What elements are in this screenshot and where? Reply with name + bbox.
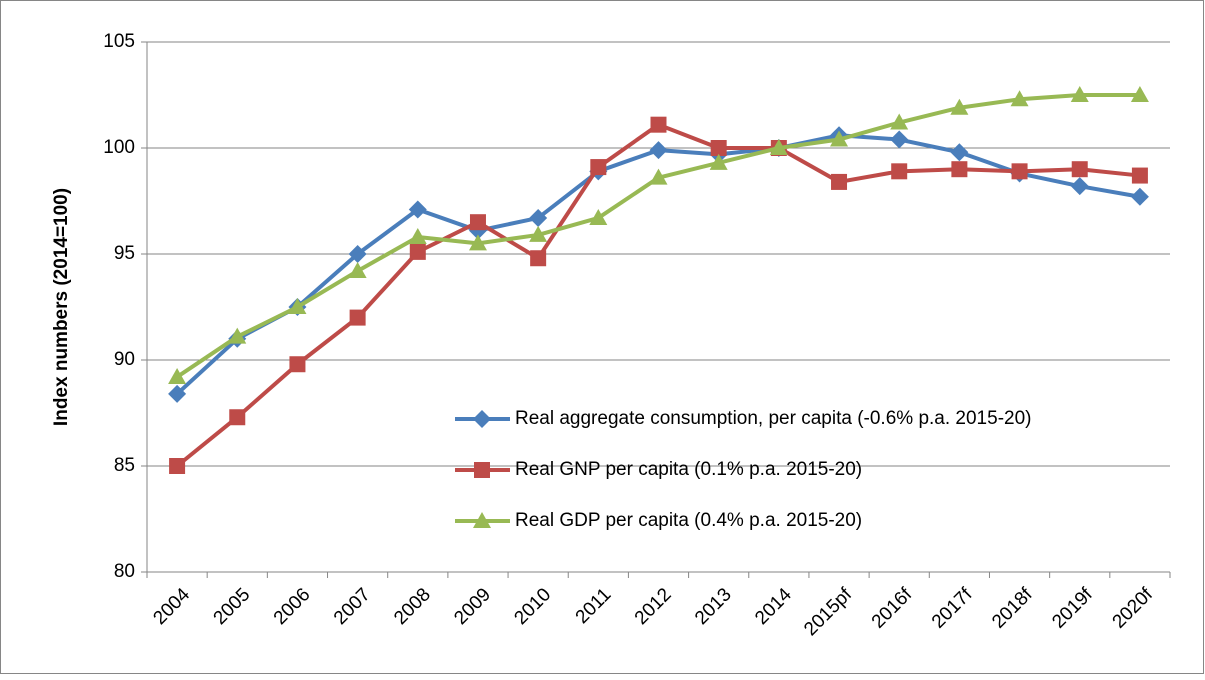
marker: [228, 327, 247, 344]
y-tick-label: 95: [114, 243, 135, 264]
marker: [289, 356, 306, 373]
marker: [890, 113, 909, 130]
marker: [473, 512, 491, 528]
marker: [349, 309, 366, 326]
marker: [530, 250, 547, 267]
marker: [1130, 86, 1149, 102]
marker: [950, 143, 969, 162]
y-tick-label: 100: [103, 137, 135, 158]
marker: [408, 228, 427, 245]
marker: [950, 98, 969, 115]
marker: [474, 462, 490, 478]
marker: [169, 458, 186, 474]
marker: [649, 141, 668, 160]
marker: [891, 163, 908, 180]
y-tick-label: 90: [114, 349, 135, 370]
legend-label: Real GNP per capita (0.1% p.a. 2015-20): [515, 459, 862, 480]
marker: [1131, 167, 1148, 184]
marker: [1010, 90, 1029, 107]
marker: [710, 140, 727, 156]
marker: [469, 214, 486, 231]
legend-label: Real aggregate consumption, per capita (…: [515, 408, 1031, 429]
marker: [590, 159, 607, 176]
marker: [589, 208, 608, 225]
marker: [348, 261, 367, 278]
y-tick-label: 105: [103, 31, 135, 52]
y-axis-label: Index numbers (2014=100): [51, 188, 72, 426]
marker: [831, 173, 848, 190]
marker: [650, 116, 667, 133]
y-tick-label: 85: [114, 455, 135, 476]
marker: [709, 153, 728, 170]
marker: [951, 161, 968, 178]
marker: [168, 384, 187, 403]
marker: [769, 139, 788, 155]
marker: [1070, 86, 1089, 102]
marker: [229, 409, 246, 426]
marker: [649, 168, 668, 185]
marker: [830, 130, 849, 147]
marker: [1071, 161, 1088, 178]
marker: [409, 243, 426, 260]
marker: [408, 200, 427, 219]
marker: [348, 245, 367, 263]
marker: [1070, 177, 1089, 196]
marker: [288, 298, 307, 314]
marker: [1130, 187, 1149, 206]
marker: [168, 367, 187, 384]
marker: [529, 225, 548, 242]
y-tick-label: 80: [114, 561, 135, 582]
marker: [529, 208, 548, 227]
marker: [473, 410, 491, 428]
marker: [1011, 163, 1028, 180]
marker: [890, 130, 909, 149]
marker: [468, 234, 487, 251]
legend-label: Real GDP per capita (0.4% p.a. 2015-20): [515, 510, 862, 531]
